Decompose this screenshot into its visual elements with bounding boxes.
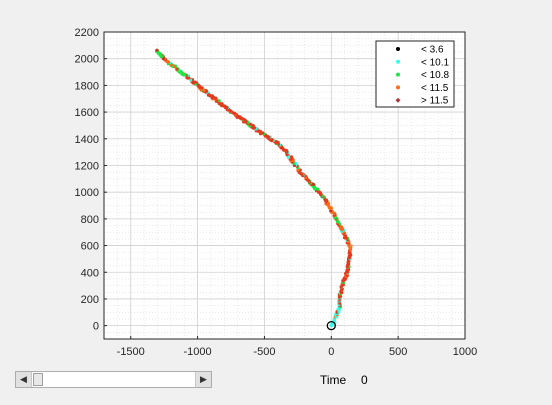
legend-label: < 11.5 [421, 83, 449, 94]
legend: < 3.6< 10.1 < 10.8 < 11.5 > 11.5 [375, 40, 455, 108]
time-value: 0 [361, 373, 368, 387]
legend-box [375, 40, 455, 108]
x-tick-label: 0 [328, 346, 334, 358]
track-point [348, 251, 352, 255]
legend-marker [396, 59, 400, 64]
x-tick-label: -1000 [184, 346, 212, 358]
track-point [189, 78, 193, 82]
legend-marker [396, 72, 400, 77]
y-tick-label: 2000 [75, 54, 99, 66]
track-point [222, 104, 226, 108]
legend-marker [395, 97, 401, 103]
y-tick-label: 600 [81, 241, 99, 253]
track-point [337, 310, 341, 314]
x-axis-ticks: -1500 -1000 -500 0 500 1000 [117, 336, 477, 358]
legend-marker [396, 85, 400, 90]
time-slider[interactable]: ◀ ▶ [15, 371, 212, 388]
x-tick-label: 1000 [453, 346, 477, 358]
y-tick-label: 1600 [75, 107, 99, 119]
trajectory-track [155, 48, 353, 328]
track-point [185, 76, 189, 80]
track-point [317, 190, 321, 194]
track-point [217, 99, 221, 103]
y-tick-label: 200 [81, 294, 99, 306]
legend-label: > 11.5 [421, 96, 449, 107]
axes-box [103, 31, 466, 340]
chart: -1500 -1000 -500 0 500 1000 0 200 400 600 800 1000… [75, 27, 478, 358]
x-tick-label: -500 [253, 346, 275, 358]
legend-marker [396, 47, 400, 51]
slider-left-arrow-icon[interactable]: ◀ [16, 372, 32, 387]
legend-label: < 3.6 [421, 45, 444, 56]
track-point [155, 48, 159, 52]
track-point [175, 67, 179, 71]
y-tick-label: 800 [81, 214, 99, 226]
start-marker-circle [326, 321, 336, 331]
y-tick-label: 1000 [75, 187, 99, 199]
time-label: Time [320, 373, 347, 387]
y-tick-label: 1800 [75, 80, 99, 92]
y-tick-label: 1200 [75, 160, 99, 172]
x-tick-label: -1500 [117, 346, 145, 358]
track-point [281, 148, 285, 152]
y-tick-label: 0 [93, 321, 99, 333]
legend-label: < 10.1 [421, 57, 450, 68]
y-tick-label: 1400 [75, 134, 99, 146]
x-tick-label: 500 [389, 346, 407, 358]
start-marker [326, 321, 336, 331]
slider-right-arrow-icon[interactable]: ▶ [195, 372, 211, 387]
slider-thumb[interactable] [33, 373, 43, 386]
y-axis-ticks: 0 200 400 600 800 1000 1200 1400 1600 1800 2000 220… [75, 27, 107, 333]
y-tick-label: 400 [81, 267, 99, 279]
y-tick-label: 2200 [75, 27, 99, 39]
legend-label: < 10.8 [421, 70, 450, 81]
track-point [258, 132, 262, 136]
track-point [338, 301, 342, 305]
